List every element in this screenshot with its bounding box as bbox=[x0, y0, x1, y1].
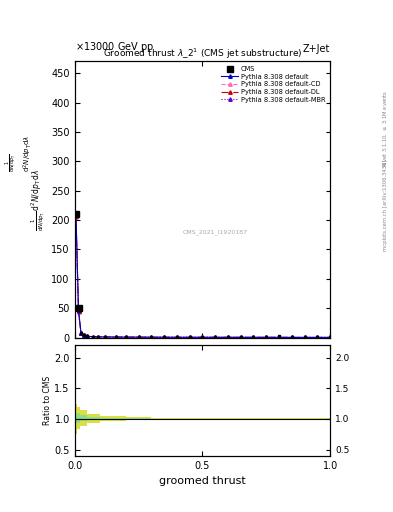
X-axis label: groomed thrust: groomed thrust bbox=[159, 476, 246, 486]
Text: mcplots.cern.ch [arXiv:1306.3436]: mcplots.cern.ch [arXiv:1306.3436] bbox=[383, 159, 387, 250]
Y-axis label: Ratio to CMS: Ratio to CMS bbox=[43, 376, 51, 425]
Text: CMS_2021_I1920187: CMS_2021_I1920187 bbox=[183, 230, 248, 236]
Text: Rivet 3.1.10, $\geq$ 3.1M events: Rivet 3.1.10, $\geq$ 3.1M events bbox=[381, 90, 389, 166]
Text: Z+Jet: Z+Jet bbox=[303, 44, 330, 54]
Text: $\times$13000 GeV pp: $\times$13000 GeV pp bbox=[75, 40, 154, 54]
Legend: CMS, Pythia 8.308 default, Pythia 8.308 default-CD, Pythia 8.308 default-DL, Pyt: CMS, Pythia 8.308 default, Pythia 8.308 … bbox=[219, 63, 328, 105]
Title: Groomed thrust $\lambda\_2^1$ (CMS jet substructure): Groomed thrust $\lambda\_2^1$ (CMS jet s… bbox=[103, 47, 302, 61]
Text: $\frac{1}{\mathrm{d}N/\mathrm{d}p_\mathrm{T}}$
$\mathrm{d}^2N / \mathrm{d}p_\mat: $\frac{1}{\mathrm{d}N/\mathrm{d}p_\mathr… bbox=[4, 135, 33, 172]
Y-axis label: $\frac{1}{\mathrm{d}N/\mathrm{d}p_\mathrm{T}}\,\mathrm{d}^2N/\mathrm{d}p_\mathrm: $\frac{1}{\mathrm{d}N/\mathrm{d}p_\mathr… bbox=[29, 168, 46, 231]
